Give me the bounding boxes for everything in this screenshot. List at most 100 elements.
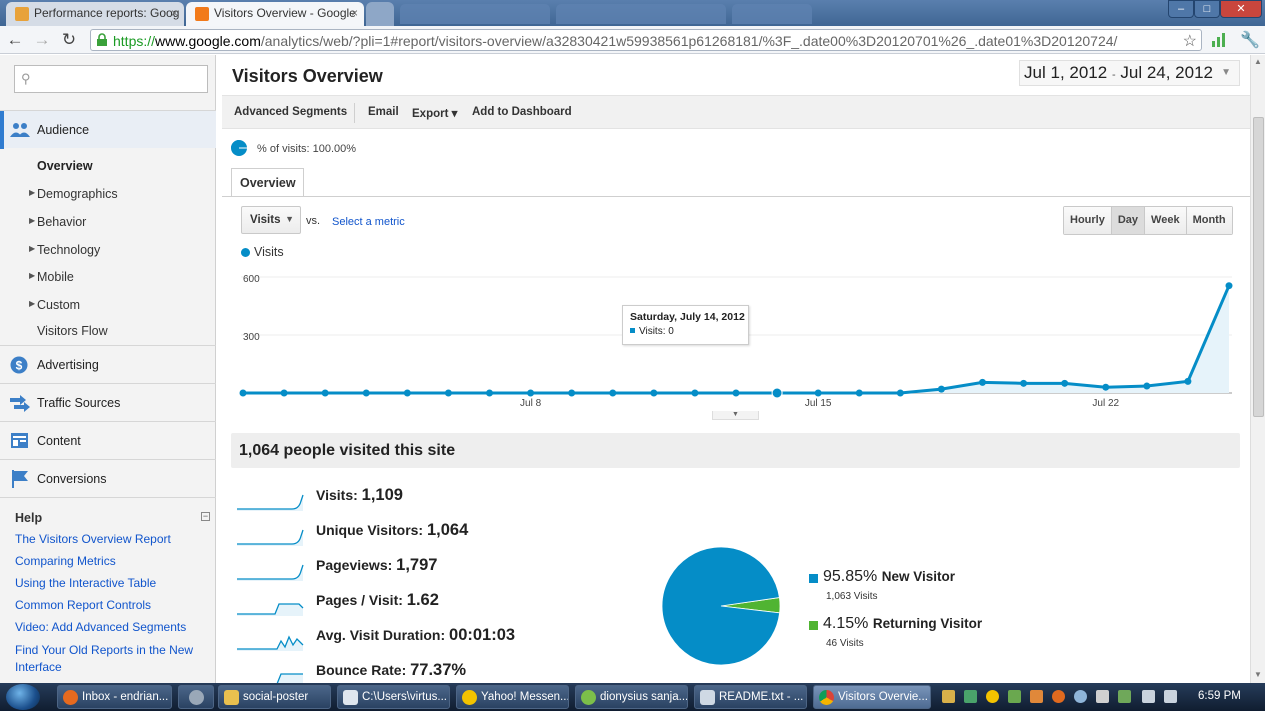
scroll-up-icon[interactable]: ▲ [1254,57,1262,66]
chart-data-point[interactable] [691,389,699,397]
taskbar-item-readme[interactable]: README.txt - ... [694,685,807,709]
day-button[interactable]: Day [1111,207,1146,234]
new-tab-button[interactable] [366,2,394,26]
help-link[interactable]: The Visitors Overview Report [15,532,171,546]
wrench-menu-icon[interactable]: 🔧 [1240,32,1260,49]
sidebar-section-advertising[interactable]: $ Advertising [0,345,216,383]
help-link[interactable]: Using the Interactive Table [15,576,157,590]
email-button[interactable]: Email [368,106,399,118]
sidebar-search-input[interactable]: ⚲ [14,65,208,93]
help-link[interactable]: Video: Add Advanced Segments [15,620,187,634]
sidebar-item-custom[interactable]: Custom [37,298,81,312]
taskbar-item-dionysius[interactable]: dionysius sanja... [575,685,688,709]
network-signal-icon[interactable] [1142,690,1155,703]
sidebar-section-conversions[interactable]: Conversions [0,459,216,497]
help-link[interactable]: Comparing Metrics [15,554,116,568]
maximize-button[interactable]: □ [1194,0,1220,18]
close-tab-icon[interactable]: × [170,6,178,20]
chart-data-point[interactable] [1020,379,1028,387]
help-link[interactable]: Common Report Controls [15,598,152,612]
tray-app-icon[interactable] [1008,690,1021,703]
clock[interactable]: 6:59 PM [1198,690,1241,702]
expand-triangle-icon[interactable]: ▶ [29,271,36,280]
chart-data-point[interactable] [444,389,452,397]
analytics-extension-icon[interactable] [1211,32,1227,48]
chart-data-point[interactable] [1102,383,1110,391]
tray-app-icon[interactable] [942,690,955,703]
sidebar-section-content[interactable]: Content [0,421,216,459]
advanced-segments-button[interactable]: Advanced Segments [234,106,348,118]
hourly-button[interactable]: Hourly [1064,207,1112,234]
taskbar-item-chrome[interactable]: Visitors Overvie... [813,685,931,709]
chart-data-point[interactable] [1061,379,1069,387]
start-button[interactable] [6,684,40,710]
tray-app-icon[interactable] [1030,690,1043,703]
chart-data-point[interactable] [280,389,288,397]
sidebar-section-traffic-sources[interactable]: Traffic Sources [0,383,216,421]
chart-data-point[interactable] [609,389,617,397]
help-link[interactable]: Find Your Old Reports in the New Interfa… [15,643,194,674]
tray-app-icon[interactable] [1052,690,1065,703]
scrollbar-thumb[interactable] [1253,117,1264,417]
visits-line-chart[interactable]: 300 600 Jul 8 Jul 15 Jul 22 [222,255,1250,415]
tray-app-icon[interactable] [1118,690,1131,703]
tab-overview[interactable]: Overview [231,168,304,196]
chart-data-point[interactable] [239,389,247,397]
chart-data-point[interactable] [568,389,576,397]
taskbar-item-yahoo-messenger[interactable]: Yahoo! Messen... [456,685,569,709]
chart-data-point[interactable] [979,378,986,386]
week-button[interactable]: Week [1145,207,1187,234]
select-metric-link[interactable]: Select a metric [332,216,405,228]
tray-app-icon[interactable] [1096,690,1109,703]
chart-data-point[interactable] [1184,377,1192,385]
tray-app-icon[interactable] [1074,690,1087,703]
chart-data-point[interactable] [814,389,822,397]
chart-data-point[interactable] [732,389,740,397]
chart-data-point[interactable] [896,389,904,397]
forward-button[interactable]: → [33,30,51,49]
taskbar-item-explorer[interactable]: C:\Users\virtus... [337,685,450,709]
chart-data-point[interactable] [1225,282,1233,290]
month-button[interactable]: Month [1186,207,1232,234]
taskbar-item-social-poster[interactable]: social-poster [218,685,331,709]
page-scrollbar[interactable]: ▲ ▼ [1250,55,1265,683]
chart-data-point[interactable] [321,389,329,397]
close-tab-icon[interactable]: × [350,6,358,20]
sidebar-item-mobile[interactable]: Mobile [37,270,74,284]
pie-slice[interactable] [662,546,781,666]
chart-data-point[interactable] [362,389,370,397]
sidebar-item-demographics[interactable]: Demographics [37,187,118,201]
tray-app-icon[interactable] [986,690,999,703]
sidebar-item-behavior[interactable]: Behavior [37,215,87,229]
browser-tab-visitors[interactable]: Visitors Overview - Google × [186,2,364,26]
chart-data-point[interactable] [1143,382,1151,390]
sidebar-item-overview[interactable]: Overview [37,159,93,173]
collapse-help-icon[interactable]: − [201,511,210,521]
export-button[interactable]: Export ▾ [412,108,458,120]
chart-data-point[interactable] [650,389,658,397]
expand-triangle-icon[interactable]: ▶ [29,188,36,197]
minimize-button[interactable]: – [1168,0,1194,18]
close-window-button[interactable]: ✕ [1220,0,1262,18]
scroll-down-icon[interactable]: ▼ [1254,670,1262,679]
date-range-picker[interactable]: Jul 1, 2012 - Jul 24, 2012 ▼ [1019,60,1240,86]
browser-tab-performance[interactable]: Performance reports: Goog × [6,2,184,26]
chart-data-point[interactable] [486,389,493,397]
sidebar-section-audience[interactable]: Audience [0,110,216,149]
visitor-type-pie-chart[interactable] [662,546,784,668]
sidebar-item-technology[interactable]: Technology [37,243,101,257]
sidebar-item-visitors-flow[interactable]: Visitors Flow [37,324,108,338]
expand-triangle-icon[interactable]: ▶ [29,299,36,308]
reload-button[interactable]: ↻ [61,30,77,49]
bookmark-star-icon[interactable]: ☆ [1182,33,1197,50]
chart-data-point[interactable] [403,389,411,397]
volume-icon[interactable] [1164,690,1177,703]
taskbar-item-unknown[interactable] [178,685,214,709]
chart-data-point[interactable] [771,387,783,399]
tray-app-icon[interactable] [964,690,977,703]
chart-data-point[interactable] [527,389,535,397]
metric-select[interactable]: Visits ▼ [241,206,301,234]
back-button[interactable]: ← [6,30,24,49]
add-to-dashboard-button[interactable]: Add to Dashboard [472,106,572,118]
taskbar-item-inbox[interactable]: Inbox - endrian... [57,685,172,709]
